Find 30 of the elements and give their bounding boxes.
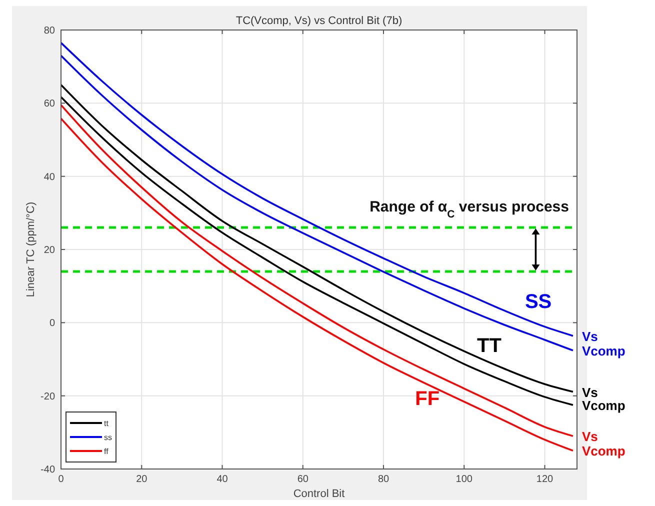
x-tick-label: 100 — [456, 474, 473, 485]
y-tick-label: 0 — [49, 318, 56, 330]
annotation: FF — [415, 388, 440, 410]
x-tick-label: 120 — [536, 474, 554, 485]
legend-label: ss — [104, 433, 112, 442]
text: Vs — [582, 328, 598, 344]
annotation: SS — [524, 291, 552, 314]
text: Vs — [582, 429, 598, 444]
y-tick-label: 20 — [44, 245, 56, 256]
x-tick-label: 20 — [136, 474, 148, 485]
annotation: TT — [477, 335, 502, 358]
legend-label: tt — [104, 419, 110, 428]
y-tick-label: 80 — [44, 26, 56, 36]
text: Vcomp — [582, 398, 626, 413]
chart-title: TC(Vcomp, Vs) vs Control Bit (7b) — [236, 15, 402, 27]
y-tick-label: 60 — [44, 98, 56, 110]
text: Vs — [582, 384, 598, 400]
legend-label: ff — [104, 447, 110, 456]
text: Vcomp — [582, 444, 626, 459]
x-tick-label: 40 — [216, 474, 228, 485]
x-tick-label: 80 — [378, 474, 390, 485]
y-axis-title: Linear TC (ppm/°C) — [25, 202, 37, 298]
x-axis-title: Control Bit — [293, 488, 345, 500]
y-tick-label: -20 — [40, 391, 56, 402]
y-tick-label: 40 — [44, 172, 56, 183]
x-tick-label: 0 — [58, 474, 64, 485]
y-tick-label: -40 — [40, 464, 56, 476]
annotation: Range of α$_{C}$ versus process — [370, 198, 569, 221]
text: Vcomp — [582, 343, 626, 358]
x-tick-label: 60 — [297, 474, 309, 485]
